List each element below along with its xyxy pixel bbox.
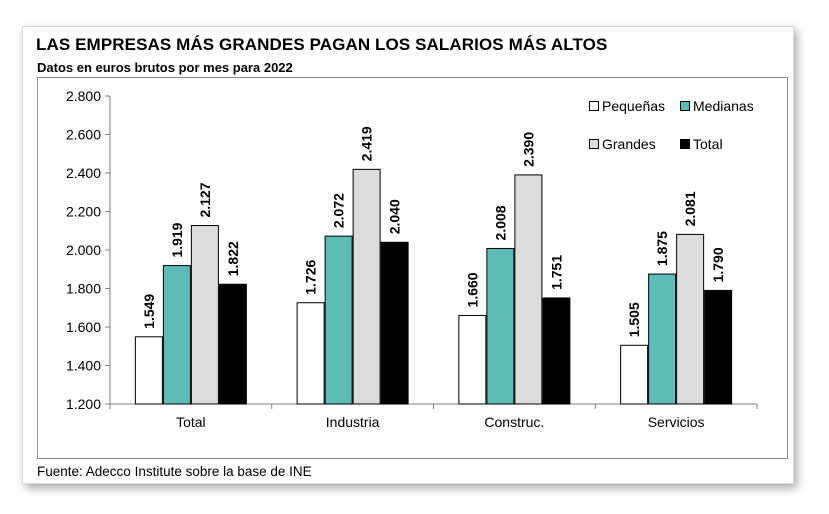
data-label: 1.660 [464,272,480,307]
legend-swatch [680,101,690,111]
data-label: 1.751 [548,255,564,290]
bar [190,225,219,405]
x-tick-label: Total [176,414,206,430]
bar [514,174,543,405]
bar [486,247,515,405]
bar [380,241,409,405]
data-label: 1.822 [225,241,241,276]
data-label: 1.549 [141,294,157,329]
data-label: 2.008 [492,205,508,240]
plot-frame [37,77,788,459]
bar [676,233,705,405]
bar [352,168,381,405]
bar [648,273,677,405]
bar [324,235,353,405]
legend-label: Grandes [602,136,656,152]
x-tick-label: Industria [326,414,380,430]
chart-title: LAS EMPRESAS MÁS GRANDES PAGAN LOS SALAR… [36,35,608,54]
y-tick-label: 2.800 [66,88,101,104]
data-label: 2.127 [197,182,213,217]
bar [542,297,571,405]
y-tick-label: 1.200 [66,396,101,412]
data-label: 2.419 [359,126,375,161]
data-label: 2.390 [520,132,536,167]
source-note: Fuente: Adecco Institute sobre la base d… [37,464,312,479]
y-tick-label: 1.600 [66,319,101,335]
bar [162,265,191,405]
data-label: 1.726 [303,259,319,294]
x-tick-label: Servicios [648,414,705,430]
bar [704,289,733,405]
legend-swatch [589,139,599,149]
legend-swatch [589,101,599,111]
legend-label: Medianas [693,98,754,114]
legend-label: Total [693,136,723,152]
y-tick-label: 2.400 [66,165,101,181]
bar [296,302,325,405]
bar [134,336,163,405]
chart-subtitle: Datos en euros brutos por mes para 2022 [37,60,293,75]
legend-swatch [680,139,690,149]
data-label: 1.790 [710,247,726,282]
data-label: 2.072 [331,193,347,228]
legend-label: Pequeñas [602,98,665,114]
data-label: 1.919 [169,222,185,257]
y-tick-label: 1.800 [66,281,101,297]
bar [620,344,649,405]
y-tick-label: 2.200 [66,204,101,220]
data-label: 1.505 [626,302,642,337]
y-tick-label: 2.600 [66,127,101,143]
bar [458,314,487,405]
bar [218,283,247,405]
x-tick-label: Construc. [484,414,544,430]
data-label: 2.081 [682,191,698,226]
data-label: 1.875 [654,231,670,266]
y-tick-label: 2.000 [66,242,101,258]
y-tick-label: 1.400 [66,358,101,374]
data-label: 2.040 [387,199,403,234]
